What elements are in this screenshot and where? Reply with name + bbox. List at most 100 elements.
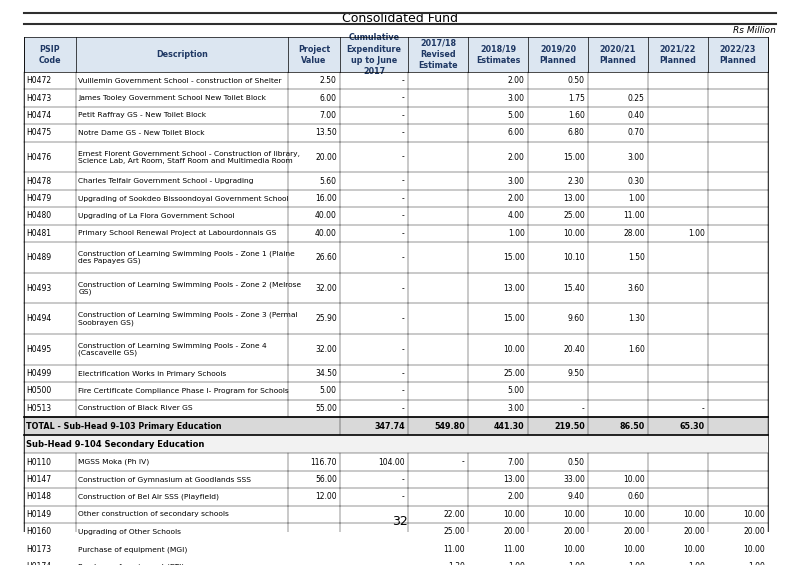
Text: 3.00: 3.00 (508, 94, 525, 102)
Bar (24, 190, 768, 207)
Text: 219.50: 219.50 (554, 421, 585, 431)
Text: 4.00: 4.00 (508, 211, 525, 220)
Text: 11.00: 11.00 (623, 211, 645, 220)
Text: -: - (402, 176, 405, 185)
Text: 20.00: 20.00 (503, 527, 525, 536)
Text: 10.00: 10.00 (683, 545, 705, 554)
Text: 12.00: 12.00 (315, 493, 337, 502)
Bar (24, 242, 768, 273)
Text: PSIP
Code: PSIP Code (38, 45, 62, 64)
Text: 1.00: 1.00 (568, 562, 585, 565)
Text: H0474: H0474 (26, 111, 52, 120)
Bar (24, 541, 768, 558)
Text: -: - (402, 475, 405, 484)
Text: H0473: H0473 (26, 94, 52, 102)
Bar (24, 488, 768, 506)
Text: -: - (402, 369, 405, 378)
Text: 1.00: 1.00 (688, 229, 705, 238)
Text: Charles Telfair Government School - Upgrading: Charles Telfair Government School - Upgr… (78, 178, 254, 184)
Text: H0495: H0495 (26, 345, 52, 354)
Text: 0.70: 0.70 (628, 128, 645, 137)
Text: 32.00: 32.00 (315, 345, 337, 354)
Text: 25.00: 25.00 (563, 211, 585, 220)
Text: 13.00: 13.00 (563, 194, 585, 203)
Bar (24, 399, 768, 417)
Text: 0.40: 0.40 (628, 111, 645, 120)
Text: -: - (702, 404, 705, 413)
Text: 1.00: 1.00 (688, 562, 705, 565)
Text: 20.00: 20.00 (623, 527, 645, 536)
Text: H0173: H0173 (26, 545, 51, 554)
Text: 0.25: 0.25 (628, 94, 645, 102)
Text: Purchase of equipment (RTI): Purchase of equipment (RTI) (78, 563, 185, 565)
Text: 2.00: 2.00 (508, 153, 525, 162)
Text: 10.10: 10.10 (563, 253, 585, 262)
Bar (24, 124, 768, 142)
Text: 3.00: 3.00 (628, 153, 645, 162)
Text: Fire Certificate Compliance Phase I- Program for Schools: Fire Certificate Compliance Phase I- Pro… (78, 388, 289, 394)
Text: Upgrading of La Flora Government School: Upgrading of La Flora Government School (78, 213, 235, 219)
Text: 10.00: 10.00 (623, 545, 645, 554)
Text: Other construction of secondary schools: Other construction of secondary schools (78, 511, 230, 518)
Text: -: - (402, 493, 405, 502)
Text: 2.00: 2.00 (508, 76, 525, 85)
Text: 20.40: 20.40 (563, 345, 585, 354)
Text: Construction of Learning Swimming Pools - Zone 2 (Melrose
GS): Construction of Learning Swimming Pools … (78, 281, 302, 295)
Text: -: - (402, 386, 405, 396)
Text: 13.50: 13.50 (315, 128, 337, 137)
Text: 1.00: 1.00 (748, 562, 765, 565)
Bar (24, 417, 768, 435)
Text: H0110: H0110 (26, 458, 51, 467)
Text: Electrification Works in Primary Schools: Electrification Works in Primary Schools (78, 371, 226, 376)
Text: H0174: H0174 (26, 562, 51, 565)
Text: -: - (582, 404, 585, 413)
Text: 347.74: 347.74 (374, 421, 405, 431)
Text: H0500: H0500 (26, 386, 52, 396)
Text: 2.30: 2.30 (568, 176, 585, 185)
Text: 2019/20
Planned: 2019/20 Planned (539, 45, 577, 64)
Text: 34.50: 34.50 (315, 369, 337, 378)
Text: 16.00: 16.00 (315, 194, 337, 203)
Bar (24, 365, 768, 383)
Text: 22.00: 22.00 (443, 510, 465, 519)
Text: 5.60: 5.60 (320, 176, 337, 185)
Text: Construction of Bel Air SSS (Playfield): Construction of Bel Air SSS (Playfield) (78, 494, 219, 500)
Text: H0149: H0149 (26, 510, 51, 519)
Text: 56.00: 56.00 (315, 475, 337, 484)
Text: 2017/18
Revised
Estimate: 2017/18 Revised Estimate (418, 39, 458, 70)
Text: 6.00: 6.00 (508, 128, 525, 137)
Text: Construction of Learning Swimming Pools - Zone 3 (Permal
Soobrayen GS): Construction of Learning Swimming Pools … (78, 312, 298, 326)
Bar (24, 89, 768, 107)
Text: 9.60: 9.60 (568, 314, 585, 323)
Text: -: - (402, 345, 405, 354)
Text: 2020/21
Planned: 2020/21 Planned (599, 45, 637, 64)
Text: Purchase of equipment (MGI): Purchase of equipment (MGI) (78, 546, 188, 553)
Text: 32.00: 32.00 (315, 284, 337, 293)
Text: H0494: H0494 (26, 314, 52, 323)
Text: 0.50: 0.50 (568, 458, 585, 467)
Text: 7.00: 7.00 (508, 458, 525, 467)
Text: 32: 32 (392, 515, 408, 528)
Text: 15.00: 15.00 (503, 314, 525, 323)
Text: 25.00: 25.00 (443, 527, 465, 536)
Text: James Tooley Government School New Toilet Block: James Tooley Government School New Toile… (78, 95, 266, 101)
Text: 26.60: 26.60 (315, 253, 337, 262)
Text: 5.00: 5.00 (508, 386, 525, 396)
Text: H0493: H0493 (26, 284, 52, 293)
Text: 15.40: 15.40 (563, 284, 585, 293)
Text: Consolidated Fund: Consolidated Fund (342, 12, 458, 25)
Text: -: - (402, 128, 405, 137)
Text: 40.00: 40.00 (315, 211, 337, 220)
Text: 10.00: 10.00 (563, 510, 585, 519)
Text: 0.30: 0.30 (628, 176, 645, 185)
Text: 2021/22
Planned: 2021/22 Planned (659, 45, 697, 64)
Text: 9.50: 9.50 (568, 369, 585, 378)
Text: 2022/23
Planned: 2022/23 Planned (719, 45, 757, 64)
Text: 10.00: 10.00 (743, 510, 765, 519)
Bar (24, 142, 768, 172)
Bar (24, 523, 768, 541)
Text: Construction of Black River GS: Construction of Black River GS (78, 406, 193, 411)
Text: -: - (402, 194, 405, 203)
Text: -: - (462, 458, 465, 467)
Text: 25.90: 25.90 (315, 314, 337, 323)
